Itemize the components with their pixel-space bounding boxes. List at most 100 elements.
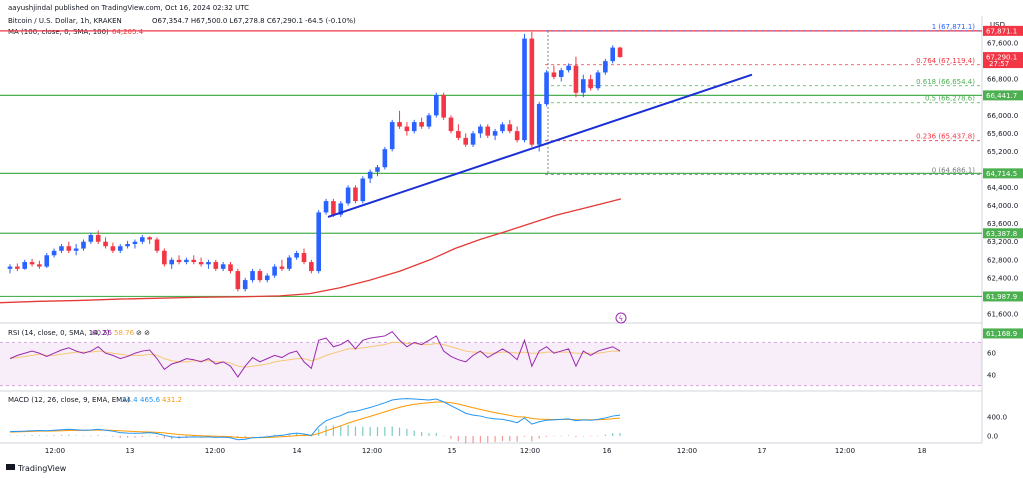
candle-66 xyxy=(492,128,498,141)
macd-panel xyxy=(9,398,621,444)
candle-0 xyxy=(7,264,13,274)
time-tick-label: 18 xyxy=(918,447,927,455)
lightning-glyph: ϟ xyxy=(619,315,624,323)
candle-78 xyxy=(581,74,586,98)
event-lightning-icon[interactable] xyxy=(615,312,627,324)
macd-hist-bar xyxy=(479,435,481,443)
tradingview-logo: TradingView xyxy=(6,464,67,473)
macd-hist-bar xyxy=(568,435,570,436)
support-tag-0-bg xyxy=(983,90,1023,101)
candle-body xyxy=(323,201,329,213)
candle-19 xyxy=(147,236,152,244)
candle-body xyxy=(154,239,160,251)
candle-body xyxy=(301,253,307,263)
candle-70 xyxy=(522,34,527,143)
macd-hist-bar xyxy=(156,435,158,438)
macd-hist-bar xyxy=(501,435,504,442)
candle-body xyxy=(522,38,527,141)
macd-hist-bar xyxy=(384,426,386,436)
candle-65 xyxy=(485,124,491,138)
price-tick-label: 66,000.0 xyxy=(987,112,1018,120)
time-tick-label: 15 xyxy=(448,447,457,455)
candle-body xyxy=(228,264,233,272)
candle-body xyxy=(507,124,513,132)
candle-24 xyxy=(184,257,189,265)
support-lines xyxy=(0,30,982,298)
candle-25 xyxy=(191,255,197,265)
macd-hist-bar xyxy=(398,427,401,436)
macd-hist-bar xyxy=(274,434,276,436)
macd-line xyxy=(9,398,621,441)
candle-body xyxy=(59,246,64,251)
time-tick-label: 13 xyxy=(126,447,135,455)
candle-26 xyxy=(198,257,204,267)
candle-33 xyxy=(250,268,255,283)
candle-body xyxy=(434,95,439,116)
macd-hist-bar xyxy=(332,425,334,436)
macd-tick-label: 0.0 xyxy=(987,432,998,440)
resistance-tag-bg xyxy=(983,25,1023,36)
macd-tick-label: 400.0 xyxy=(987,414,1007,422)
macd-hist-bar xyxy=(391,426,393,436)
candle-body xyxy=(287,257,292,269)
candle-20 xyxy=(154,237,160,254)
candle-82 xyxy=(610,45,615,64)
symbol-title: Bitcoin / U.S. Dollar, 1h, KRAKEN xyxy=(8,17,122,25)
price-tick-label: 65,200.0 xyxy=(987,148,1018,156)
candle-51 xyxy=(382,146,388,170)
macd-hist-bar xyxy=(288,433,290,436)
candle-83 xyxy=(617,46,623,58)
candle-body xyxy=(448,117,454,132)
candle-77 xyxy=(573,56,579,98)
candle-18 xyxy=(140,234,145,244)
candle-body xyxy=(441,95,446,118)
candle-body xyxy=(95,234,101,242)
candle-body xyxy=(544,72,549,105)
candle-body xyxy=(529,38,535,145)
rsi-panel xyxy=(9,330,621,378)
candle-body xyxy=(162,250,167,265)
price-tick-label: 61,600.0 xyxy=(987,310,1018,318)
macd-hist-bar xyxy=(487,435,489,443)
macd-hist-bar xyxy=(310,435,312,437)
candle-11 xyxy=(88,232,94,244)
candle-body xyxy=(132,241,138,244)
macd-hist-bar xyxy=(244,435,246,438)
macd-hist-bar xyxy=(538,435,540,439)
candle-body xyxy=(419,122,424,127)
candle-body xyxy=(492,131,498,136)
candle-40 xyxy=(301,248,307,265)
macd-hist-bar xyxy=(163,435,165,439)
candle-body xyxy=(198,262,204,265)
candle-16 xyxy=(125,240,130,249)
candle-39 xyxy=(294,250,299,260)
fib-lines: 1 (67,871.1) 0.764 (67,119.4) 0.618 (66,65… xyxy=(545,23,982,176)
candle-body xyxy=(485,126,491,136)
candle-body xyxy=(235,271,241,290)
candle-64 xyxy=(478,124,483,138)
candle-5 xyxy=(44,253,50,268)
candle-body xyxy=(610,47,615,62)
candle-72 xyxy=(536,101,542,152)
time-axis: 12:00 13 12:00 14 12:00 15 12:00 16 12:00 17 12:00… xyxy=(45,447,927,455)
support-tag-1-bg xyxy=(983,168,1023,179)
candle-29 xyxy=(220,262,226,272)
support-tag-2-text: 63,387.8 xyxy=(986,230,1017,238)
macd-hist-bar xyxy=(597,435,599,437)
candle-body xyxy=(294,253,299,258)
candle-body xyxy=(147,237,152,240)
candle-body xyxy=(257,271,263,281)
resistance-tag-text: 67,871.1 xyxy=(986,27,1017,35)
current-price-tag-sub: 27:57 xyxy=(989,60,1009,68)
candle-body xyxy=(7,266,13,269)
candle-52 xyxy=(389,119,395,152)
candle-2 xyxy=(22,259,27,270)
macd-hist-bar xyxy=(604,434,606,436)
price-tick-label: 67,600.0 xyxy=(987,40,1018,48)
candle-body xyxy=(470,133,476,145)
rsi-tick-label: 40 xyxy=(987,371,996,379)
candle-67 xyxy=(500,122,505,134)
macd-hist-bar xyxy=(612,433,614,436)
candle-body xyxy=(272,266,277,276)
